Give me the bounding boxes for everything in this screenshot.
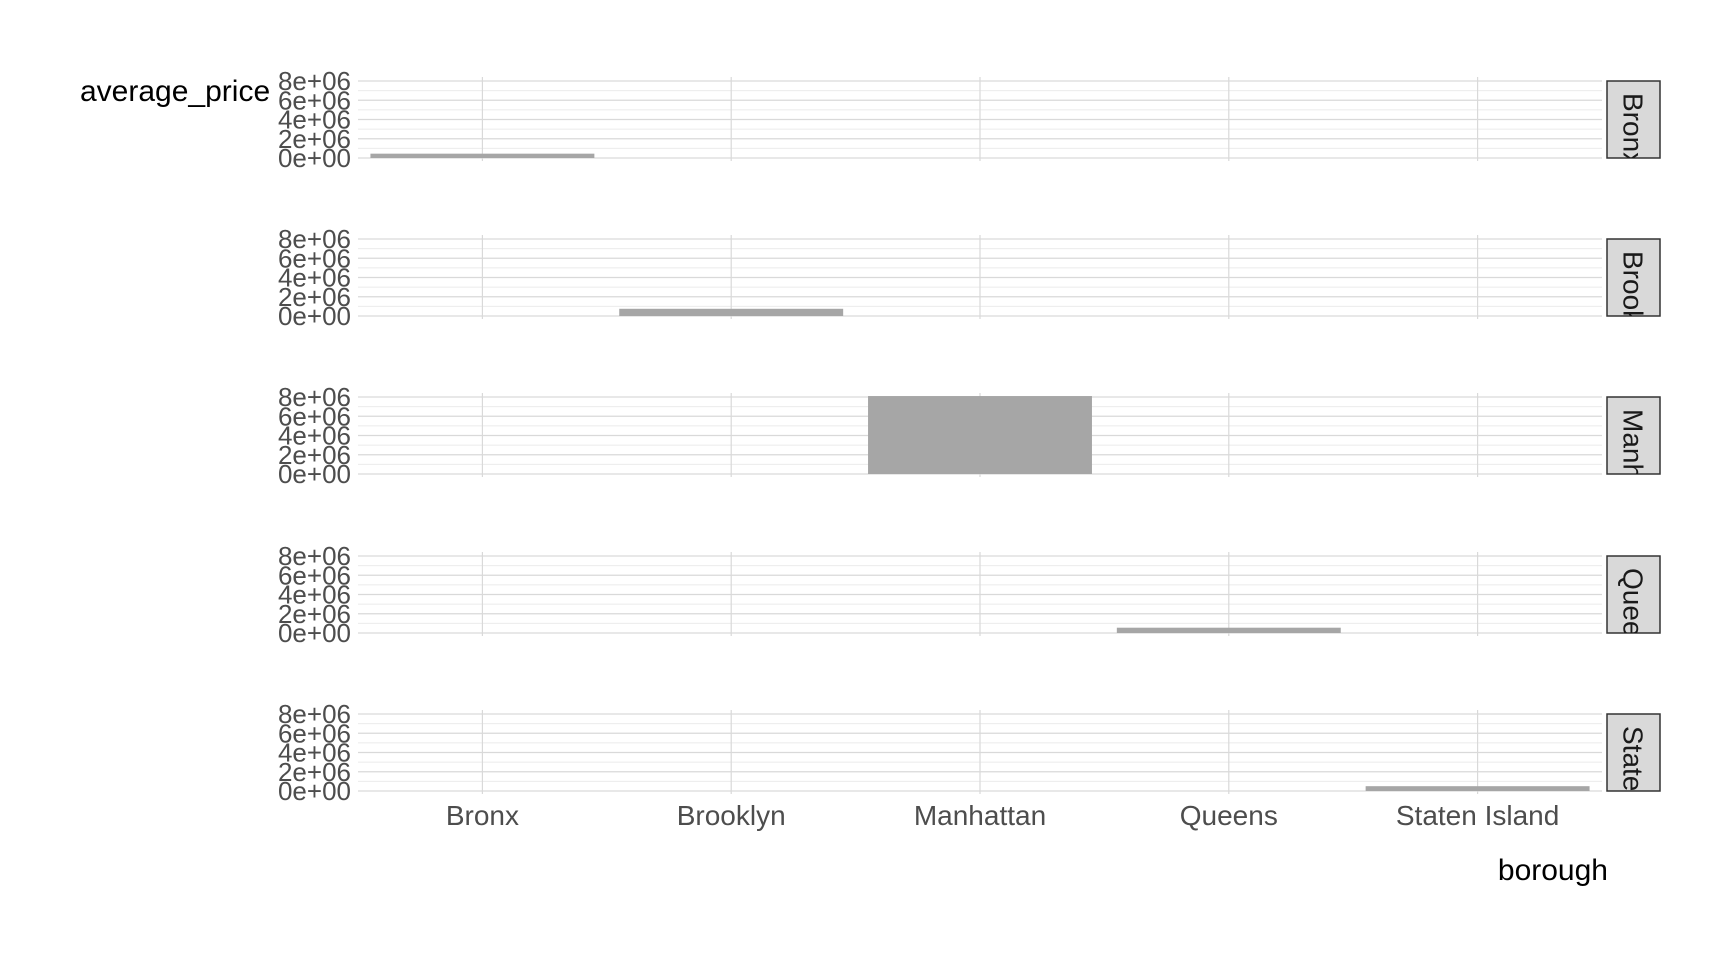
y-tick-label: 6e+06 (278, 718, 351, 748)
bar (1365, 786, 1590, 791)
y-tick-label: 8e+06 (278, 699, 351, 729)
y-tick-label: 6e+06 (278, 243, 351, 273)
facet-strip-label: Queens (1618, 568, 1649, 666)
y-tick-label: 6e+06 (278, 560, 351, 590)
facet-strip-label: Bronx (1618, 93, 1649, 166)
y-tick-label: 4e+06 (278, 105, 351, 135)
y-tick-label: 4e+06 (278, 263, 351, 293)
y-tick-label: 0e+00 (278, 301, 351, 331)
y-tick-label: 6e+06 (278, 401, 351, 431)
y-tick-label: 8e+06 (278, 66, 351, 96)
y-tick-label: 4e+06 (278, 421, 351, 451)
y-tick-label: 0e+00 (278, 143, 351, 173)
x-tick-label: Staten Island (1396, 800, 1559, 831)
x-tick-label: Bronx (446, 800, 519, 831)
y-tick-label: 2e+06 (278, 440, 351, 470)
x-tick-label: Queens (1180, 800, 1278, 831)
facet-strip (1606, 238, 1661, 317)
y-tick-label: 8e+06 (278, 541, 351, 571)
panels-layer: 0e+002e+064e+066e+068e+06Bronx0e+002e+06… (278, 66, 1661, 889)
y-tick-label: 2e+06 (278, 757, 351, 787)
facet-strip (1606, 713, 1661, 792)
bar (370, 153, 595, 158)
facet-strip (1606, 80, 1661, 159)
y-tick-label: 4e+06 (278, 580, 351, 610)
y-tick-label: 2e+06 (278, 599, 351, 629)
facet-strip (1606, 396, 1661, 475)
bar (619, 308, 844, 316)
bar (1116, 627, 1341, 633)
y-tick-label: 8e+06 (278, 382, 351, 412)
y-tick-label: 6e+06 (278, 85, 351, 115)
bar (868, 396, 1092, 474)
facet-strip-label: Brooklyn (1618, 251, 1649, 360)
y-tick-label: 0e+00 (278, 776, 351, 806)
facet-strip (1606, 555, 1661, 634)
x-tick-label: Manhattan (914, 800, 1046, 831)
facet-strip-label: Manhattan (1618, 409, 1649, 541)
y-tick-label: 8e+06 (278, 224, 351, 254)
x-tick-label: Brooklyn (677, 800, 786, 831)
y-tick-label: 0e+00 (278, 459, 351, 489)
x-axis-title: borough (1498, 854, 1608, 887)
y-tick-label: 2e+06 (278, 282, 351, 312)
y-tick-label: 2e+06 (278, 124, 351, 154)
y-tick-label: 4e+06 (278, 738, 351, 768)
y-tick-label: 0e+00 (278, 618, 351, 648)
x-axis-ticks: Bronx Brooklyn Manhattan Queens Staten Islan… (446, 800, 1560, 831)
y-axis-title: average_price (80, 75, 270, 108)
facet-strip-label: Staten Island (1618, 726, 1649, 889)
